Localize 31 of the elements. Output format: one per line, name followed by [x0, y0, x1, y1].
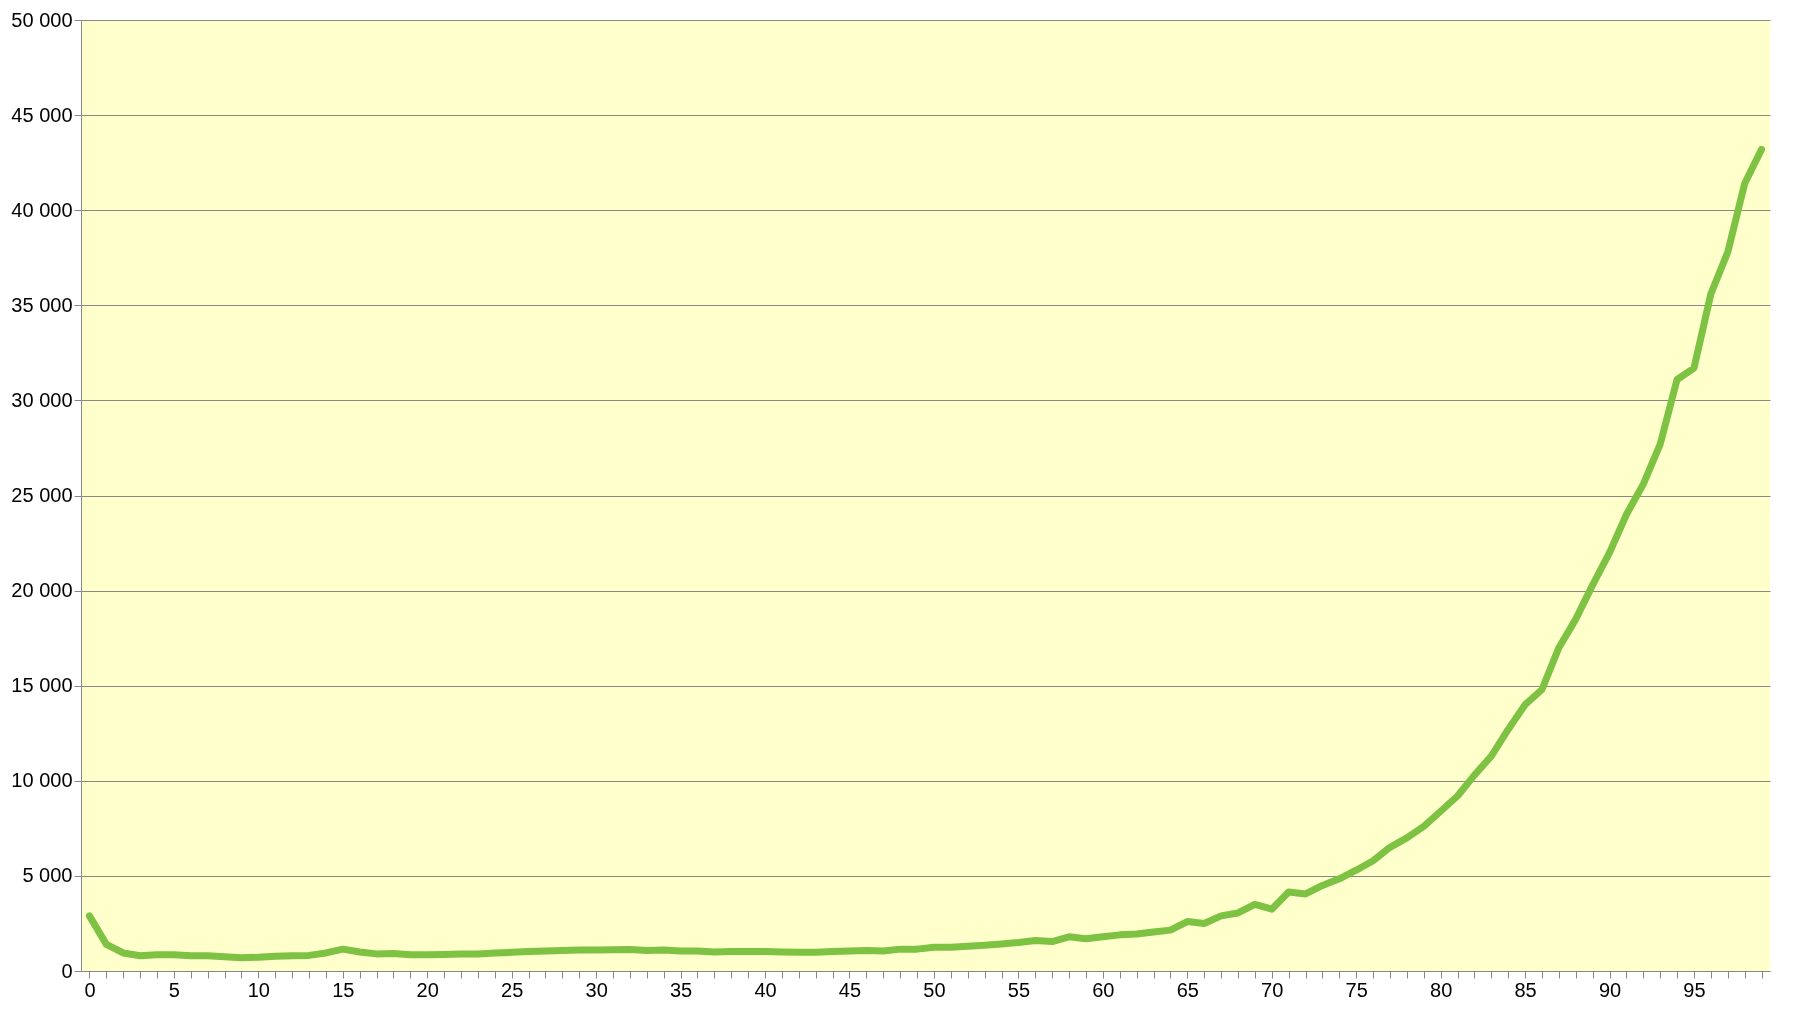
x-tick-label: 20	[416, 978, 439, 1001]
y-tick-label: 10 000	[11, 769, 73, 792]
x-tick-label: 35	[669, 978, 693, 1001]
y-tick-label: 35 000	[11, 293, 73, 316]
x-tick-label: 25	[501, 978, 524, 1001]
x-tick-label: 95	[1683, 978, 1706, 1001]
x-tick-label: 90	[1598, 978, 1622, 1001]
x-tick-label: 15	[332, 978, 355, 1001]
x-tick-label: 85	[1514, 978, 1537, 1001]
x-tick-label: 60	[1092, 978, 1115, 1001]
x-tick-label: 50	[923, 978, 946, 1001]
y-tick-label: 5 000	[22, 864, 73, 887]
x-tick-label: 10	[247, 978, 270, 1001]
y-tick-label: 0	[61, 959, 73, 982]
x-tick-label: 0	[84, 978, 96, 1001]
y-tick-label: 45 000	[11, 103, 73, 126]
x-tick-label: 30	[585, 978, 608, 1001]
y-tick-label: 15 000	[11, 674, 73, 697]
x-tick-label: 45	[838, 978, 862, 1001]
x-tick-label: 40	[754, 978, 777, 1001]
x-tick-label: 75	[1345, 978, 1368, 1001]
x-tick-label: 80	[1430, 978, 1453, 1001]
x-tick-label: 5	[168, 978, 180, 1001]
y-tick-label: 40 000	[11, 198, 73, 221]
y-tick-label: 30 000	[11, 388, 73, 411]
x-tick-label: 65	[1176, 978, 1199, 1001]
x-tick-label: 55	[1007, 978, 1031, 1001]
y-tick-label: 25 000	[11, 484, 73, 506]
x-tick-label: 70	[1261, 978, 1284, 1001]
y-tick-label: 50 000	[11, 8, 73, 31]
y-tick-label: 20 000	[11, 579, 73, 602]
